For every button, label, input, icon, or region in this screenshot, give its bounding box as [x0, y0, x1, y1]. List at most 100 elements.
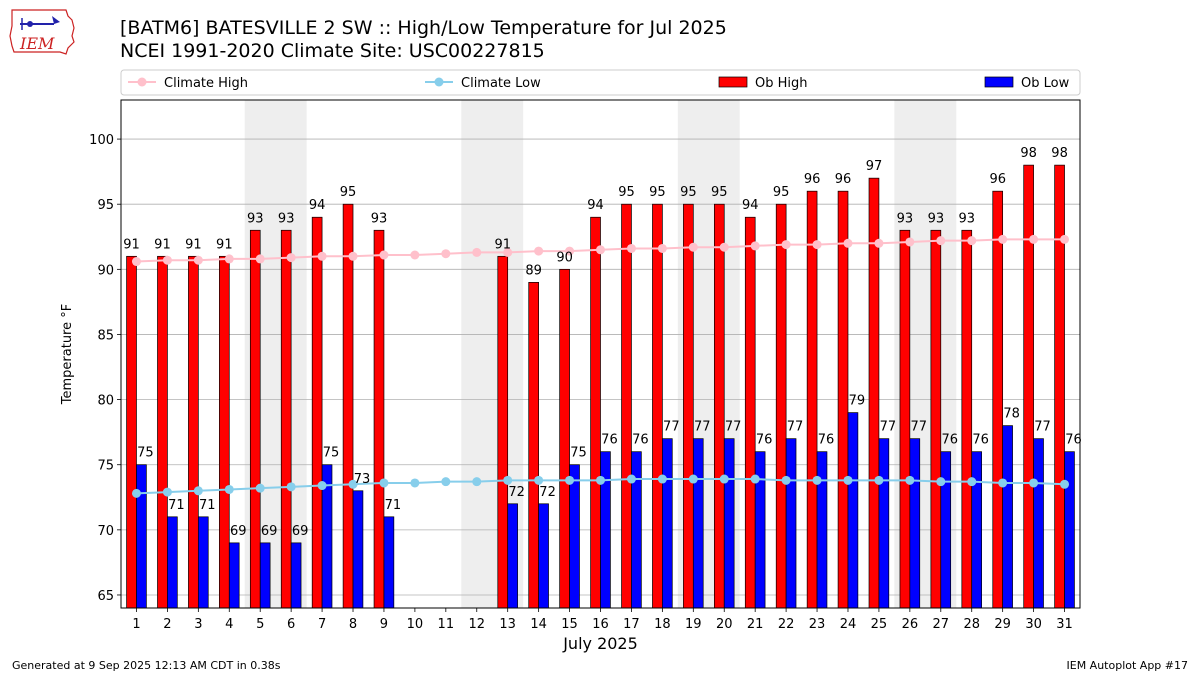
ob-low-label: 77	[911, 420, 928, 435]
ob-low-bar	[228, 542, 240, 609]
ob-high-bar	[188, 255, 199, 609]
x-tick-label: 30	[1025, 617, 1042, 632]
climate-high-point	[286, 253, 296, 263]
climate-low-point	[905, 475, 915, 485]
ob-low-bar	[197, 516, 209, 609]
ob-low-label: 69	[261, 524, 278, 539]
ob-high-bar	[249, 229, 261, 609]
climate-high-point	[565, 246, 575, 256]
climate-low-point	[719, 474, 729, 484]
ob-low-bar	[662, 438, 673, 609]
ob-low-label: 79	[849, 394, 866, 409]
ob-high-label: 90	[556, 250, 573, 265]
ob-low-bar	[1002, 425, 1013, 609]
ob-high-bar	[806, 190, 818, 609]
ob-high-label: 94	[742, 198, 759, 213]
ob-high-bar	[683, 203, 694, 609]
ob-high-bar	[868, 177, 880, 609]
ob-low-label: 77	[1034, 420, 1051, 435]
climate-low-point	[131, 488, 141, 498]
ob-low-label: 76	[632, 433, 649, 448]
ob-high-label: 98	[1051, 146, 1068, 161]
ob-low-label: 76	[601, 433, 618, 448]
x-tick-label: 20	[716, 617, 733, 632]
climate-high-point	[1029, 234, 1039, 244]
ob-high-label: 93	[959, 211, 976, 226]
ob-low-label: 77	[880, 420, 897, 435]
ob-low-label: 77	[694, 420, 711, 435]
climate-high-point	[534, 246, 544, 256]
ob-high-bar	[497, 255, 509, 609]
ob-high-bar	[1023, 164, 1034, 609]
ob-high-label: 93	[897, 211, 914, 226]
plot-frame	[120, 99, 1081, 609]
ob-high-label: 94	[587, 198, 604, 213]
x-tick-label: 11	[438, 617, 455, 632]
ob-high-label: 95	[711, 185, 728, 200]
ob-low-label: 78	[1003, 407, 1020, 422]
x-axis-label: July 2025	[562, 634, 638, 653]
climate-low-point	[657, 474, 667, 484]
climate-high-point	[719, 242, 729, 252]
x-tick-label: 9	[380, 617, 388, 632]
ob-low-label: 75	[570, 446, 587, 461]
climate-low-point	[596, 475, 605, 485]
x-tick-label: 2	[163, 617, 171, 632]
climate-high-point	[967, 236, 977, 246]
ob-high-bar	[373, 229, 385, 609]
climate-low-point	[286, 482, 296, 492]
x-tick-label: 12	[468, 617, 485, 632]
climate-low-point	[998, 478, 1008, 488]
ob-high-bar	[528, 282, 539, 609]
ob-low-bar	[600, 451, 611, 609]
climate-low-point	[503, 475, 513, 485]
climate-low-point	[472, 477, 482, 487]
ob-low-label: 75	[323, 446, 340, 461]
ob-high-label: 95	[340, 185, 357, 200]
ob-low-label: 77	[725, 420, 742, 435]
ob-high-bar	[280, 229, 292, 609]
climate-low-point	[1029, 478, 1039, 488]
x-tick-label: 21	[747, 617, 764, 632]
ob-high-label: 91	[154, 237, 171, 252]
ob-low-bar	[569, 464, 580, 609]
ob-low-bar	[971, 451, 982, 609]
ob-low-bar	[692, 438, 704, 609]
x-tick-label: 5	[256, 617, 264, 632]
ob-low-label: 71	[385, 498, 402, 513]
climate-low-point	[534, 475, 544, 485]
climate-high-point	[905, 237, 915, 247]
climate-low-point	[688, 474, 698, 484]
ob-high-label: 95	[618, 185, 635, 200]
iem-logo: IEM	[9, 9, 75, 55]
ob-high-label: 93	[278, 211, 295, 226]
ob-low-label: 73	[354, 472, 371, 487]
ob-low-bar	[909, 438, 921, 609]
ob-low-label: 77	[787, 420, 804, 435]
climate-low-point	[781, 475, 791, 485]
climate-low-line	[136, 478, 1065, 495]
ob-high-bar	[744, 216, 756, 609]
legend-swatch	[434, 77, 444, 87]
ob-high-label: 91	[216, 237, 233, 252]
climate-low-point	[626, 474, 636, 484]
legend-swatch	[984, 76, 1014, 88]
climate-low-point	[874, 475, 884, 485]
climate-low-point	[317, 481, 327, 491]
legend-swatch	[718, 76, 748, 88]
x-tick-label: 19	[685, 617, 702, 632]
y-tick-label: 100	[89, 133, 114, 148]
ob-low-label: 77	[663, 420, 680, 435]
x-tick-label: 23	[809, 617, 826, 632]
ob-high-bar	[219, 255, 230, 609]
x-tick-label: 1	[132, 617, 140, 632]
ob-high-label: 95	[680, 185, 697, 200]
climate-low-point	[750, 474, 760, 484]
climate-high-point	[596, 245, 605, 255]
climate-high-point	[812, 240, 822, 250]
x-tick-label: 4	[225, 617, 233, 632]
ob-high-bar	[621, 203, 632, 609]
ob-high-label: 95	[649, 185, 666, 200]
ob-high-bar	[590, 216, 601, 609]
ob-low-bar	[878, 438, 890, 609]
